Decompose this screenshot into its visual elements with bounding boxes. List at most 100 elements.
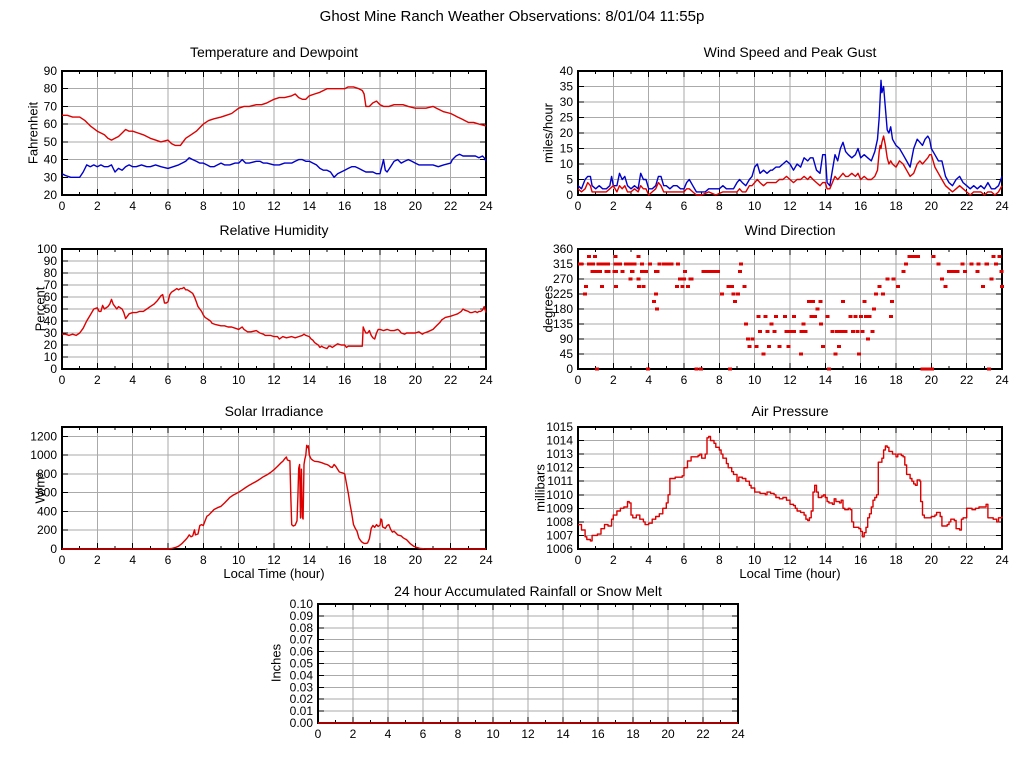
svg-text:10: 10 [748, 553, 762, 567]
svg-text:0.09: 0.09 [290, 609, 314, 623]
y-axis-label-millibars: millibars [532, 464, 548, 512]
svg-text:180: 180 [553, 302, 573, 316]
svg-text:270: 270 [553, 272, 573, 286]
svg-text:0.05: 0.05 [290, 657, 314, 671]
svg-text:8: 8 [716, 373, 723, 387]
svg-text:8: 8 [455, 727, 462, 741]
svg-text:2: 2 [610, 199, 617, 213]
svg-text:0: 0 [50, 362, 57, 376]
svg-text:135: 135 [553, 317, 573, 331]
svg-text:0: 0 [50, 542, 57, 556]
svg-text:225: 225 [553, 287, 573, 301]
svg-text:30: 30 [44, 170, 58, 184]
svg-text:40: 40 [44, 314, 58, 328]
svg-text:35: 35 [560, 80, 574, 94]
svg-text:2: 2 [610, 553, 617, 567]
svg-text:22: 22 [960, 199, 974, 213]
svg-text:6: 6 [681, 199, 688, 213]
svg-text:45: 45 [560, 347, 574, 361]
svg-text:14: 14 [303, 553, 317, 567]
svg-text:200: 200 [37, 523, 57, 537]
svg-text:24: 24 [479, 553, 493, 567]
svg-text:12: 12 [267, 199, 281, 213]
svg-text:5: 5 [566, 173, 573, 187]
svg-text:18: 18 [889, 373, 903, 387]
svg-text:14: 14 [556, 727, 570, 741]
svg-text:4: 4 [385, 727, 392, 741]
svg-text:24: 24 [479, 199, 493, 213]
x-axis-label-local-time-pressure: Local Time (hour) [739, 566, 841, 581]
svg-text:20: 20 [925, 199, 939, 213]
svg-text:315: 315 [553, 257, 573, 271]
svg-text:6: 6 [165, 373, 172, 387]
svg-text:1011: 1011 [547, 474, 573, 488]
svg-text:8: 8 [200, 373, 207, 387]
svg-text:4: 4 [129, 199, 136, 213]
svg-text:1015: 1015 [546, 420, 573, 434]
svg-text:0: 0 [315, 727, 322, 741]
svg-text:22: 22 [960, 373, 974, 387]
y-axis-label-watts-per-sqm: W/m² [32, 472, 48, 504]
svg-text:70: 70 [44, 99, 58, 113]
svg-text:0: 0 [59, 199, 66, 213]
svg-text:22: 22 [696, 727, 710, 741]
svg-text:20: 20 [409, 553, 423, 567]
svg-text:12: 12 [783, 373, 797, 387]
svg-text:0.08: 0.08 [290, 621, 314, 635]
y-axis-label-degrees: degrees [540, 285, 556, 333]
svg-text:0: 0 [566, 362, 573, 376]
svg-text:12: 12 [783, 553, 797, 567]
svg-text:16: 16 [854, 553, 868, 567]
chart-title-relative-humidity: Relative Humidity [219, 222, 329, 238]
svg-text:50: 50 [44, 135, 58, 149]
svg-text:14: 14 [303, 199, 317, 213]
svg-text:2: 2 [610, 373, 617, 387]
svg-text:20: 20 [925, 553, 939, 567]
svg-text:0: 0 [575, 199, 582, 213]
svg-text:10: 10 [486, 727, 500, 741]
svg-text:6: 6 [681, 373, 688, 387]
svg-text:0.10: 0.10 [290, 597, 314, 611]
svg-text:10: 10 [748, 199, 762, 213]
chart-title-wind-speed-gust: Wind Speed and Peak Gust [703, 44, 877, 60]
svg-text:20: 20 [44, 188, 58, 202]
svg-text:0.04: 0.04 [290, 668, 314, 682]
page-title: Ghost Mine Ranch Weather Observations: 8… [319, 8, 705, 25]
svg-text:0: 0 [566, 188, 573, 202]
svg-text:4: 4 [645, 553, 652, 567]
svg-text:6: 6 [681, 553, 688, 567]
svg-text:24: 24 [995, 373, 1009, 387]
svg-text:90: 90 [44, 254, 58, 268]
svg-text:40: 40 [44, 153, 58, 167]
y-axis-label-miles-per-hour: miles/hour [540, 103, 556, 163]
svg-text:18: 18 [626, 727, 640, 741]
svg-text:2: 2 [94, 199, 101, 213]
svg-text:6: 6 [165, 553, 172, 567]
svg-text:400: 400 [37, 504, 57, 518]
svg-text:20: 20 [409, 199, 423, 213]
svg-text:4: 4 [645, 373, 652, 387]
svg-text:1014: 1014 [546, 434, 573, 448]
svg-text:6: 6 [420, 727, 427, 741]
svg-text:24: 24 [731, 727, 745, 741]
svg-text:12: 12 [783, 199, 797, 213]
chart-title-wind-direction: Wind Direction [744, 222, 836, 238]
svg-text:0.06: 0.06 [290, 645, 314, 659]
x-axis-label-local-time-solar: Local Time (hour) [223, 566, 325, 581]
svg-text:16: 16 [854, 199, 868, 213]
svg-text:12: 12 [267, 553, 281, 567]
chart-title-temperature-dewpoint: Temperature and Dewpoint [189, 44, 359, 60]
svg-text:90: 90 [560, 332, 574, 346]
svg-text:16: 16 [338, 553, 352, 567]
svg-text:16: 16 [338, 373, 352, 387]
svg-text:10: 10 [232, 199, 246, 213]
svg-text:0: 0 [59, 373, 66, 387]
svg-text:22: 22 [960, 553, 974, 567]
svg-text:20: 20 [409, 373, 423, 387]
svg-text:18: 18 [889, 553, 903, 567]
svg-text:16: 16 [854, 373, 868, 387]
svg-text:0.00: 0.00 [290, 716, 314, 730]
svg-text:22: 22 [444, 199, 458, 213]
svg-text:30: 30 [44, 326, 58, 340]
